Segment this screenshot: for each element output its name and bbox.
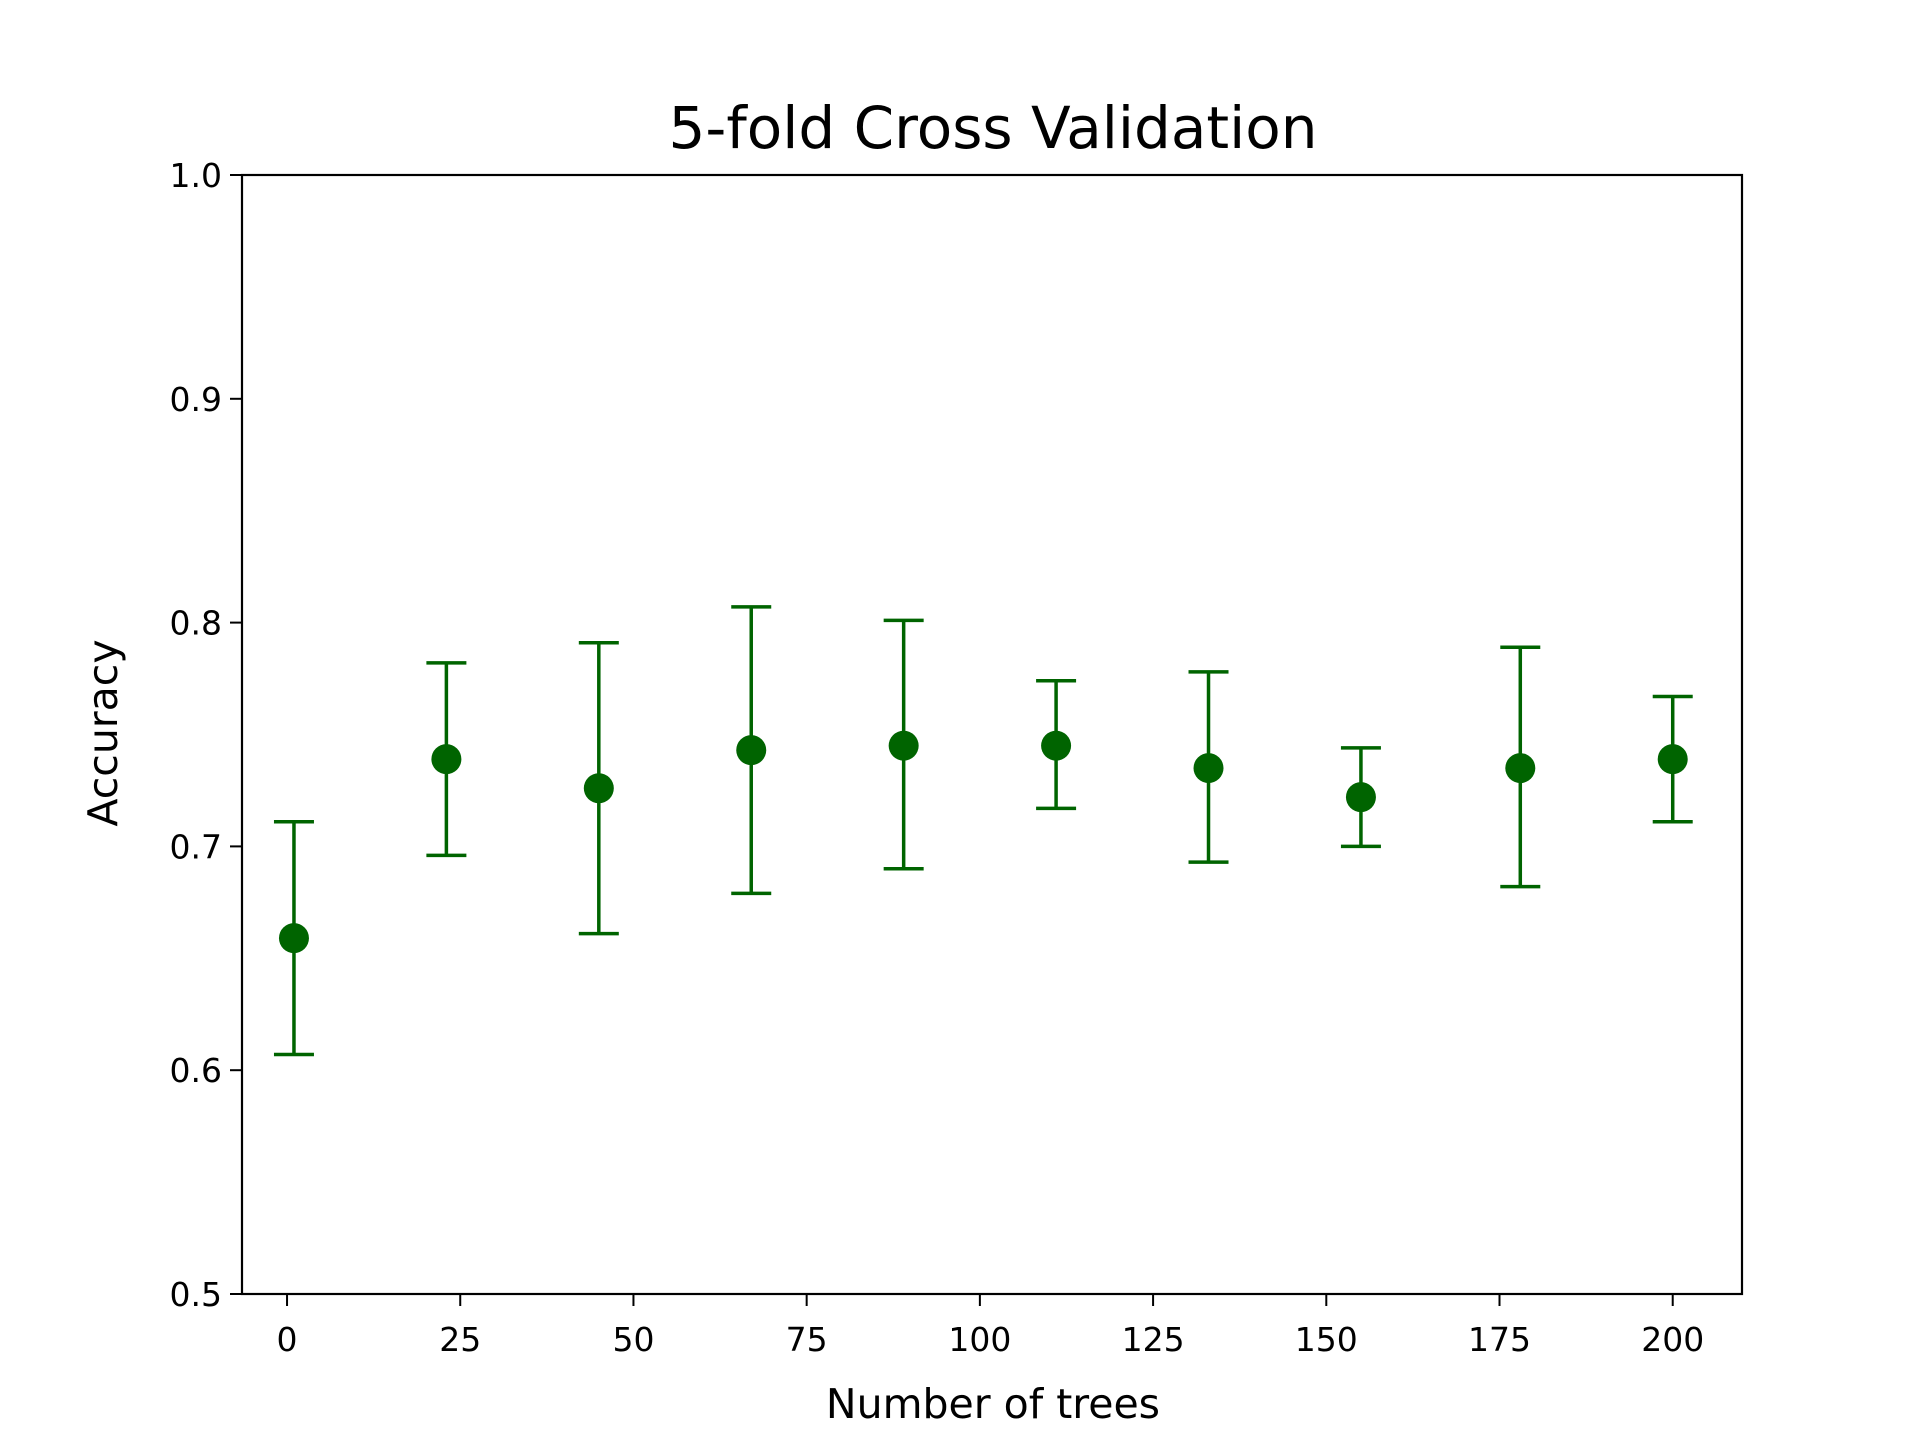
x-tick-label: 100 bbox=[948, 1320, 1011, 1359]
y-tick-label: 0.7 bbox=[170, 827, 222, 866]
plot-frame bbox=[240, 173, 1744, 1296]
x-tick-label: 50 bbox=[612, 1320, 654, 1359]
data-point bbox=[1193, 753, 1224, 784]
y-tick-label: 1.0 bbox=[170, 156, 222, 195]
x-tick-label: 0 bbox=[277, 1320, 298, 1359]
data-point bbox=[736, 735, 767, 766]
data-point bbox=[1345, 782, 1376, 813]
data-point bbox=[888, 730, 919, 761]
chart-title: 5-fold Cross Validation bbox=[669, 94, 1318, 162]
y-tick-label: 0.9 bbox=[170, 380, 222, 419]
y-tick-label: 0.5 bbox=[170, 1275, 222, 1314]
x-tick-label: 75 bbox=[786, 1320, 828, 1359]
y-axis-title: Accuracy bbox=[79, 639, 127, 826]
data-point bbox=[1505, 753, 1536, 784]
x-tick-label: 150 bbox=[1295, 1320, 1358, 1359]
data-point bbox=[1657, 744, 1688, 775]
x-tick-label: 175 bbox=[1468, 1320, 1531, 1359]
data-point bbox=[1041, 730, 1072, 761]
x-axis-title: Number of trees bbox=[826, 1380, 1160, 1428]
x-tick-label: 125 bbox=[1122, 1320, 1185, 1359]
data-point bbox=[278, 923, 309, 954]
y-tick-label: 0.6 bbox=[170, 1051, 222, 1090]
x-tick-label: 25 bbox=[439, 1320, 481, 1359]
data-point bbox=[583, 773, 614, 804]
y-tick-label: 0.8 bbox=[170, 604, 222, 643]
data-point bbox=[431, 744, 462, 775]
x-tick-label: 200 bbox=[1641, 1320, 1704, 1359]
